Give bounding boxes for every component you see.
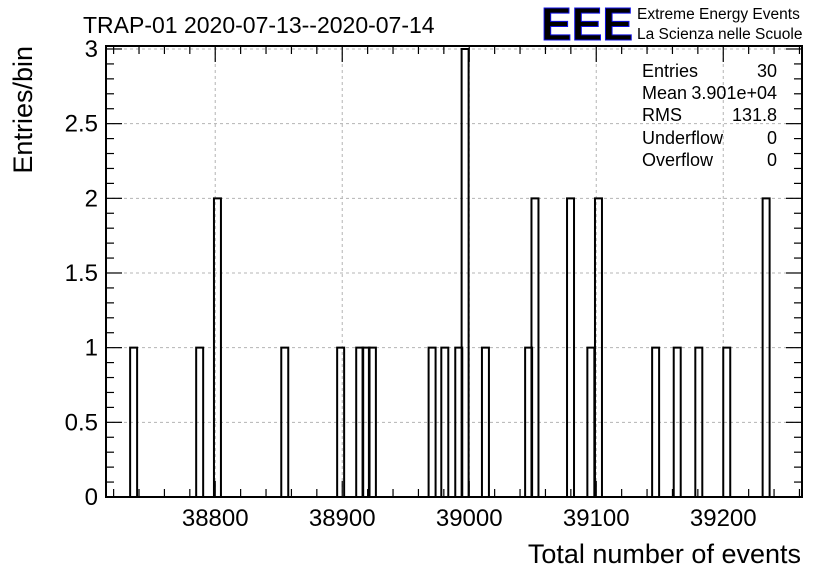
chart-title: TRAP-01 2020-07-13--2020-07-14 (83, 12, 435, 38)
y-tick-label-2: 1 (85, 335, 98, 362)
histogram-bin-3 (280, 346, 290, 497)
histogram-bin-15 (566, 197, 576, 497)
plot-frame (105, 45, 803, 498)
histogram-bin-12 (480, 346, 490, 497)
stats-entries-value: 30 (757, 61, 777, 81)
histogram-bin-19 (672, 346, 682, 497)
stats-entries-label: Entries (642, 61, 698, 81)
histogram-bin-7 (367, 346, 377, 497)
stats-rms-value: 131.8 (732, 105, 777, 125)
y-tick-label-3: 1.5 (65, 260, 98, 287)
histogram-bin-2 (212, 197, 222, 497)
histogram-bin-8 (427, 346, 437, 497)
histogram-bin-11 (460, 47, 470, 497)
histogram-bars (129, 47, 771, 497)
histogram-bin-9 (440, 346, 450, 497)
y-tick-label-6: 3 (85, 36, 98, 63)
histogram-bin-0 (129, 346, 139, 497)
logo: EEE Extreme Energy Events La Scienza nel… (541, 0, 803, 51)
histogram-bin-20 (694, 346, 704, 497)
grid-lines (106, 46, 802, 497)
stats-mean-value: 3.901e+04 (691, 83, 777, 103)
x-tick-label-0: 38800 (182, 505, 249, 532)
logo-line-2: La Scienza nelle Scuole (637, 26, 802, 43)
histogram-bin-1 (195, 346, 205, 497)
stats-overflow-label: Overflow (642, 150, 714, 170)
stats-mean-label: Mean (642, 83, 687, 103)
y-axis-label: Entries/bin (8, 46, 38, 174)
stats-box: Entries 30 Mean 3.901e+04 RMS 131.8 Unde… (642, 61, 777, 170)
stats-rms-label: RMS (642, 105, 682, 125)
histogram-bin-22 (761, 197, 771, 497)
histogram-bin-18 (651, 346, 661, 497)
x-tick-label-4: 39200 (690, 505, 757, 532)
stats-underflow-value: 0 (767, 128, 777, 148)
histogram-bin-17 (593, 197, 603, 497)
logo-line-1: Extreme Energy Events (637, 6, 800, 23)
y-tick-label-1: 0.5 (65, 409, 98, 436)
stats-underflow-label: Underflow (642, 128, 724, 148)
x-tick-label-1: 38900 (309, 505, 376, 532)
y-tick-label-0: 0 (85, 484, 98, 511)
x-axis-label: Total number of events (528, 539, 801, 569)
y-axis: 0 0.5 1 1.5 2 2.5 3 (65, 36, 802, 511)
eee-logo-text: EEE (541, 0, 633, 50)
stats-overflow-value: 0 (767, 150, 777, 170)
histogram-bin-21 (722, 346, 732, 497)
histogram-bin-14 (530, 197, 540, 497)
y-tick-label-5: 2.5 (65, 111, 98, 138)
y-tick-label-4: 2 (85, 185, 98, 212)
x-tick-label-2: 39000 (436, 505, 503, 532)
x-axis: 38800 38900 39000 39100 39200 (113, 46, 801, 532)
x-tick-label-3: 39100 (563, 505, 630, 532)
histogram-bin-4 (336, 346, 346, 497)
